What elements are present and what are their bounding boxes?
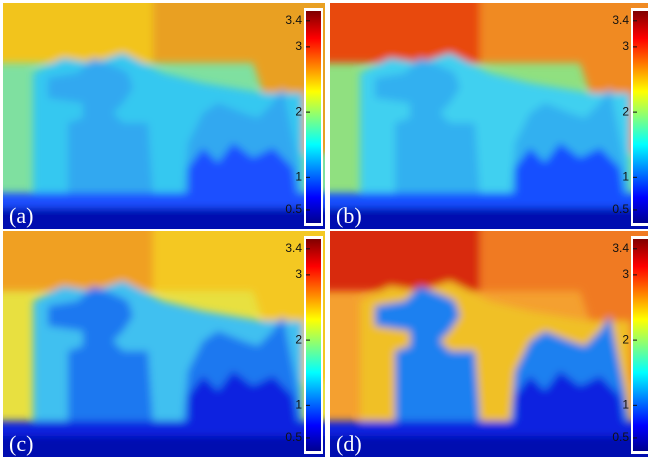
depth-map (320, 221, 648, 458)
colorbar-tick-label: 3 (295, 267, 302, 281)
colorbar-tick-label: 0.5 (612, 202, 629, 216)
panel: (b) 3.4 3 2 1 0.5 (320, 0, 648, 248)
panel-label: (b) (336, 203, 362, 228)
colorbar (306, 11, 321, 223)
ground-near (320, 436, 648, 458)
colorbar-tick-label: 3.4 (285, 13, 302, 27)
colorbar-tick-label: 1 (295, 170, 302, 184)
colorbar-tick-label: 2 (295, 104, 302, 118)
colorbar-tick-label: 2 (622, 332, 629, 346)
colorbar (633, 11, 648, 223)
scene (0, 221, 333, 458)
panel: (c) 3.4 3 2 1 0.5 (0, 221, 333, 458)
ground-near (0, 436, 333, 458)
colorbar (306, 239, 321, 451)
colorbar-tick-label: 0.5 (285, 202, 302, 216)
depth-map (0, 0, 333, 248)
panel-label: (d) (336, 431, 362, 456)
panel-label: (c) (9, 431, 33, 456)
scene (320, 221, 648, 458)
colorbar-tick-label: 3 (295, 39, 302, 53)
scene (320, 0, 648, 248)
panel: (d) 3.4 3 2 1 0.5 (320, 221, 648, 458)
scene (0, 0, 333, 248)
panel-label: (a) (9, 203, 33, 228)
colorbar-tick-label: 1 (622, 170, 629, 184)
colorbar-tick-label: 1 (295, 398, 302, 412)
colorbar-tick-label: 3.4 (612, 13, 629, 27)
figure: (a) 3.4 3 2 1 0.5 (b) 3.4 3 2 1 0.5 (c) 3.4 3 2 1 0.5 (d) 3… (0, 0, 648, 458)
colorbar-tick-label: 0.5 (285, 430, 302, 444)
colorbar-tick-label: 2 (295, 332, 302, 346)
depth-map (0, 221, 333, 458)
panel: (a) 3.4 3 2 1 0.5 (0, 0, 333, 248)
colorbar-tick-label: 3 (622, 39, 629, 53)
colorbar-tick-label: 3 (622, 267, 629, 281)
colorbar-tick-label: 1 (622, 398, 629, 412)
colorbar-tick-label: 2 (622, 104, 629, 118)
colorbar-tick-label: 3.4 (612, 241, 629, 255)
colorbar-tick-label: 3.4 (285, 241, 302, 255)
colorbar-tick-label: 0.5 (612, 430, 629, 444)
depth-map (320, 0, 648, 248)
colorbar (633, 239, 648, 451)
